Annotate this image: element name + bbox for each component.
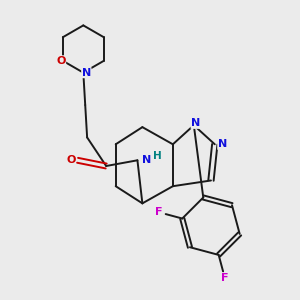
Text: H: H [153,152,162,161]
Text: N: N [191,118,200,128]
Text: O: O [56,56,66,66]
Text: O: O [66,155,75,165]
Text: F: F [221,273,229,283]
Text: F: F [155,207,163,217]
Text: N: N [218,139,227,149]
Text: N: N [82,68,91,78]
Text: N: N [142,155,151,165]
